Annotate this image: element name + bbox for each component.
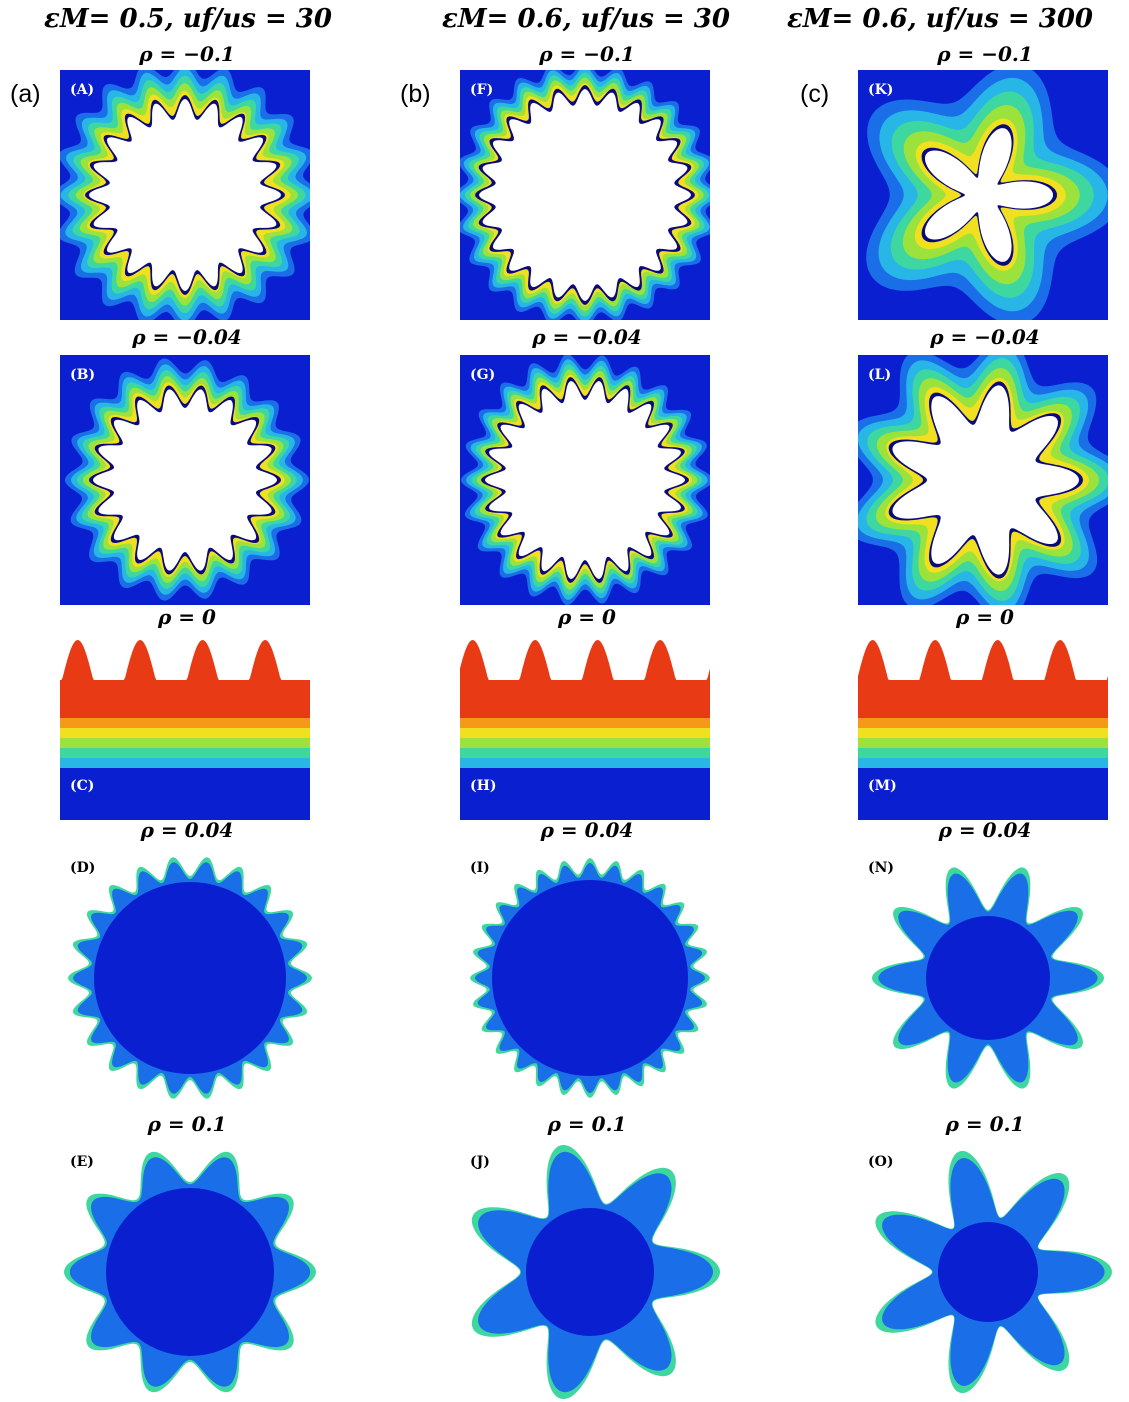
solid-core bbox=[926, 916, 1050, 1040]
column-header-c: εM= 0.6, uf/us = 300 bbox=[786, 4, 1094, 34]
solid-core bbox=[106, 1188, 274, 1356]
contour-band bbox=[60, 640, 310, 718]
contour-plot: (J) bbox=[460, 1142, 720, 1402]
panel-label: (B) bbox=[70, 367, 95, 383]
simulation-panel: (M) bbox=[858, 628, 1108, 820]
panel-label: (A) bbox=[70, 82, 94, 98]
simulation-panel: (B) bbox=[60, 355, 310, 605]
contour-plot: (B) bbox=[60, 355, 310, 605]
panel-label: (N) bbox=[868, 860, 894, 876]
contour-plot: (O) bbox=[858, 1142, 1118, 1402]
rho-label: ρ = −0.04 bbox=[532, 325, 642, 349]
column-label-b: (b) bbox=[400, 80, 431, 108]
rho-label: ρ = 0 bbox=[558, 605, 616, 629]
solid-core bbox=[526, 1208, 654, 1336]
panel-label: (H) bbox=[470, 778, 496, 794]
contour-plot: (F) bbox=[460, 70, 710, 320]
panel-label: (K) bbox=[868, 82, 893, 98]
simulation-panel: (O) bbox=[858, 1142, 1118, 1402]
panel-label: (M) bbox=[868, 778, 897, 794]
solid-core bbox=[492, 880, 688, 1076]
contour-plot: (M) bbox=[858, 628, 1108, 820]
rho-label: ρ = 0 bbox=[158, 605, 216, 629]
contour-plot: (N) bbox=[858, 848, 1118, 1108]
contour-band bbox=[460, 640, 710, 718]
panel-label: (G) bbox=[470, 367, 495, 383]
contour-plot: (D) bbox=[60, 848, 320, 1108]
solid-core bbox=[94, 882, 286, 1074]
void-region bbox=[479, 89, 691, 301]
column-header-b: εM= 0.6, uf/us = 30 bbox=[442, 4, 730, 34]
panel-label: (I) bbox=[470, 860, 490, 876]
simulation-panel: (I) bbox=[460, 848, 720, 1108]
panel-label: (E) bbox=[70, 1154, 94, 1170]
rho-label: ρ = −0.1 bbox=[139, 42, 235, 66]
rho-label: ρ = −0.04 bbox=[132, 325, 242, 349]
simulation-panel: (C) bbox=[60, 628, 310, 820]
panel-label: (O) bbox=[868, 1154, 893, 1170]
contour-plot: (G) bbox=[460, 355, 710, 605]
contour-plot: (H) bbox=[460, 628, 710, 820]
simulation-panel: (J) bbox=[460, 1142, 720, 1402]
simulation-panel: (H) bbox=[460, 628, 710, 820]
rho-label: ρ = −0.1 bbox=[539, 42, 635, 66]
rho-label: ρ = 0.1 bbox=[945, 1112, 1025, 1136]
contour-band bbox=[858, 640, 1108, 718]
panel-label: (L) bbox=[868, 367, 891, 383]
void-region bbox=[89, 99, 281, 291]
rho-label: ρ = 0.1 bbox=[147, 1112, 227, 1136]
column-header-a: εM= 0.5, uf/us = 30 bbox=[44, 4, 332, 34]
simulation-panel: (G) bbox=[460, 355, 710, 605]
simulation-panel: (N) bbox=[858, 848, 1118, 1108]
simulation-panel: (L) bbox=[858, 355, 1108, 605]
rho-label: ρ = 0.04 bbox=[140, 818, 234, 842]
simulation-panel: (D) bbox=[60, 848, 320, 1108]
rho-label: ρ = 0.04 bbox=[540, 818, 634, 842]
simulation-panel: (A) bbox=[60, 70, 310, 320]
column-label-c: (c) bbox=[800, 80, 830, 108]
panel-label: (F) bbox=[470, 82, 493, 98]
contour-plot: (E) bbox=[60, 1142, 320, 1402]
panel-label: (C) bbox=[70, 778, 94, 794]
contour-plot: (A) bbox=[60, 70, 310, 320]
void-region bbox=[485, 381, 685, 579]
column-label-a: (a) bbox=[10, 80, 41, 108]
void-region bbox=[93, 389, 277, 571]
panel-label: (D) bbox=[70, 860, 95, 876]
rho-label: ρ = 0 bbox=[956, 605, 1014, 629]
contour-plot: (I) bbox=[460, 848, 720, 1108]
rho-label: ρ = 0.04 bbox=[938, 818, 1032, 842]
void-region bbox=[892, 385, 1079, 575]
rho-label: ρ = −0.04 bbox=[930, 325, 1040, 349]
rho-label: ρ = −0.1 bbox=[937, 42, 1033, 66]
simulation-panel: (E) bbox=[60, 1142, 320, 1402]
contour-plot: (L) bbox=[858, 355, 1108, 605]
rho-label: ρ = 0.1 bbox=[547, 1112, 627, 1136]
contour-plot: (C) bbox=[60, 628, 310, 820]
void-region bbox=[925, 128, 1053, 262]
simulation-panel: (F) bbox=[460, 70, 710, 320]
solid-core bbox=[938, 1222, 1038, 1322]
panel-label: (J) bbox=[470, 1154, 490, 1170]
simulation-panel: (K) bbox=[858, 70, 1108, 320]
contour-plot: (K) bbox=[858, 70, 1108, 320]
